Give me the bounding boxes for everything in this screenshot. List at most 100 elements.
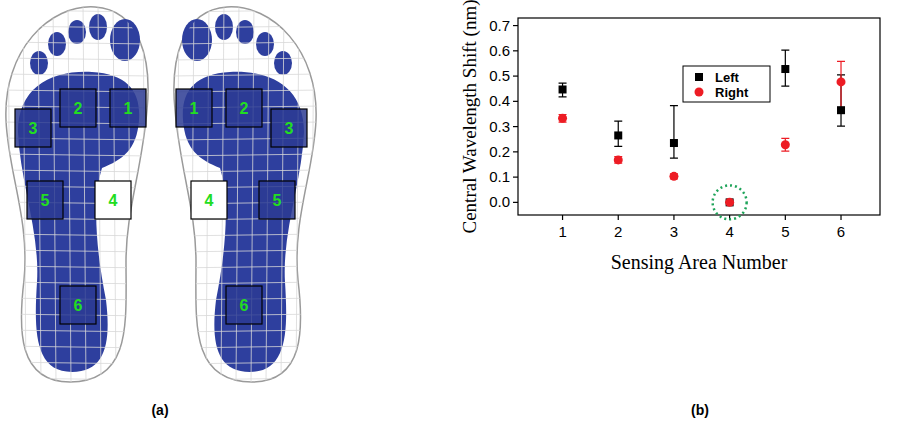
sensing-area: [15, 109, 51, 147]
data-point: [837, 77, 846, 86]
legend-label: Right: [715, 85, 749, 100]
sensing-area: [271, 109, 307, 147]
sensing-area: [226, 286, 262, 324]
area-number: 5: [273, 192, 282, 209]
error-bar: [559, 83, 567, 97]
grid-line: [172, 26, 322, 28]
x-axis-title: Sensing Area Number: [611, 251, 788, 274]
grid-line: [0, 58, 150, 60]
y-tick-label: 0.1: [489, 168, 510, 185]
x-tick-label: 3: [670, 223, 678, 240]
area-number: 6: [240, 297, 249, 314]
area-number: 4: [109, 192, 118, 209]
y-tick: [513, 126, 518, 127]
grid-line: [172, 362, 322, 364]
grid-line: [251, 0, 254, 385]
highlight-circle: [713, 185, 747, 219]
grid-line: [172, 10, 322, 12]
toe: [30, 51, 48, 75]
legend-marker: [695, 88, 704, 97]
grid-line: [68, 0, 71, 385]
legend-box: [683, 66, 770, 102]
grid-line: [0, 234, 150, 236]
x-tick-label: 1: [558, 223, 566, 240]
data-point: [837, 106, 845, 114]
data-point: [614, 155, 623, 164]
sensing-area: [60, 89, 96, 127]
sensing-area: [95, 181, 131, 219]
insole-grid: [0, 0, 150, 385]
grid-line: [172, 346, 322, 348]
y-tick: [513, 101, 518, 102]
grid-line: [0, 154, 150, 156]
toe: [274, 51, 292, 75]
foot: [172, 0, 322, 385]
grid-line: [143, 0, 146, 385]
grid-line: [83, 0, 86, 385]
grid-line: [0, 250, 150, 252]
y-tick-label: 0.7: [489, 17, 510, 34]
y-tick: [513, 202, 518, 203]
toe: [256, 32, 274, 56]
grid-line: [0, 26, 150, 28]
grid-line: [236, 0, 239, 385]
x-tick-label: 4: [725, 223, 733, 240]
grid-line: [0, 266, 150, 268]
area-number: 2: [240, 100, 249, 117]
grid-line: [311, 0, 314, 385]
x-tick: [840, 215, 841, 220]
x-tick: [618, 215, 619, 220]
x-tick-label: 2: [614, 223, 622, 240]
sensing-area: [191, 181, 227, 219]
legend-marker: [695, 73, 703, 81]
error-bar: [781, 50, 789, 86]
data-point: [726, 198, 734, 206]
legend: LeftRight: [683, 66, 770, 102]
panel-label: (b): [691, 402, 709, 418]
data-point: [670, 139, 678, 147]
grid-line: [0, 346, 150, 348]
y-tick-label: 0.2: [489, 143, 510, 160]
data-point: [781, 65, 789, 73]
grid-line: [172, 234, 322, 236]
grid-line: [172, 154, 322, 156]
sensing-area: [110, 89, 146, 127]
x-tick: [785, 215, 786, 220]
grid-line: [0, 42, 150, 44]
y-tick-label: 0.4: [489, 92, 510, 109]
grid-line: [172, 170, 322, 172]
area-number: 1: [190, 100, 199, 117]
area-number: 5: [41, 192, 50, 209]
sensing-area: [259, 181, 295, 219]
grid-line: [172, 250, 322, 252]
grid-line: [0, 282, 150, 284]
grid-line: [172, 378, 322, 380]
y-axis-title: Central Wavelength Shift (nm): [459, 0, 481, 233]
y-tick-label: 0.3: [489, 118, 510, 135]
y-tick: [513, 75, 518, 76]
grid-line: [172, 42, 322, 44]
error-bar: [614, 121, 622, 146]
grid-line: [0, 10, 150, 12]
plot-area: [558, 50, 845, 207]
panel-label: (a): [151, 402, 168, 418]
grid-line: [296, 0, 299, 385]
sensing-area: [226, 89, 262, 127]
legend-label: Left: [715, 70, 740, 85]
grid-line: [172, 74, 322, 76]
y-tick: [513, 50, 518, 51]
toe: [182, 19, 212, 61]
grid-line: [0, 330, 150, 332]
y-tick-label: 0.5: [489, 67, 510, 84]
grid-line: [0, 74, 150, 76]
insole-outline: [6, 7, 148, 382]
area-number: 1: [124, 100, 133, 117]
area-number: 3: [285, 120, 294, 137]
error-bar: [559, 114, 567, 122]
grid-line: [0, 170, 150, 172]
x-tick: [562, 215, 563, 220]
grid-line: [0, 362, 150, 364]
area-number: 3: [29, 120, 38, 137]
x-tick-label: 6: [837, 223, 845, 240]
y-tick: [513, 177, 518, 178]
